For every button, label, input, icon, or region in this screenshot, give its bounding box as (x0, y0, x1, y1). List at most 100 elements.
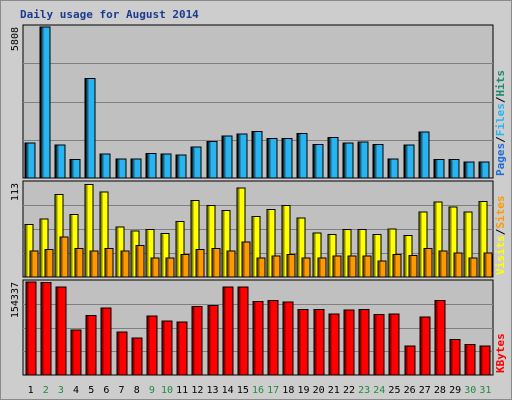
bar-sites-15 (241, 241, 251, 278)
bar-sites-10-shade (166, 258, 169, 277)
bar-sites-31 (483, 252, 493, 278)
x-tick-8: 8 (134, 385, 140, 396)
bar-files-11-shade (177, 155, 180, 178)
bar-kbytes-21 (328, 313, 340, 376)
legend-item-hits: Hits (494, 70, 507, 97)
bar-visits-31 (478, 200, 488, 278)
x-tick-23: 23 (358, 385, 370, 396)
bar-files-12 (191, 146, 202, 179)
bar-visits-27-shade (419, 212, 422, 277)
bar-visits-25-shade (388, 229, 391, 277)
bar-sites-14 (226, 250, 236, 278)
bar-visits-31-shade (479, 201, 482, 277)
legend-separator: / (494, 228, 507, 235)
x-tick-4: 4 (73, 385, 79, 396)
bar-sites-11-shade (181, 255, 184, 277)
bar-files-26 (404, 144, 415, 179)
bar-visits-2 (39, 218, 49, 278)
bar-sites-20-shade (318, 258, 321, 277)
bar-visits-9 (145, 229, 155, 278)
bar-kbytes-5-shade (86, 315, 89, 375)
bar-visits-14 (221, 209, 231, 278)
bar-sites-23-shade (363, 256, 366, 277)
bar-sites-31-shade (484, 253, 487, 277)
bar-visits-22 (342, 229, 352, 278)
bar-files-23-shade (359, 142, 362, 178)
bar-kbytes-3 (55, 286, 67, 376)
bar-visits-18 (281, 204, 291, 278)
bar-files-28-shade (435, 160, 438, 178)
bar-sites-14-shade (227, 251, 230, 277)
bar-kbytes-29-shade (450, 339, 453, 375)
bar-kbytes-27-shade (420, 317, 423, 375)
bar-files-21 (328, 137, 339, 179)
bar-kbytes-15 (237, 286, 249, 376)
chart-title: Daily usage for August 2014 (20, 8, 199, 21)
bar-kbytes-12-shade (192, 306, 195, 375)
bar-sites-3 (59, 236, 69, 278)
bar-sites-5-shade (90, 251, 93, 277)
bar-files-13 (207, 140, 218, 179)
bar-sites-5 (89, 250, 99, 278)
bar-files-9 (146, 152, 157, 179)
x-tick-12: 12 (191, 385, 203, 396)
bar-kbytes-12 (191, 305, 203, 376)
bar-visits-22-shade (343, 230, 346, 277)
max-label-visits-sites: 113 (10, 183, 21, 201)
bar-sites-9-shade (151, 258, 154, 277)
bar-visits-28-shade (434, 202, 437, 277)
bar-sites-26-shade (409, 255, 412, 277)
bar-sites-16 (256, 257, 266, 278)
bar-sites-8 (135, 244, 145, 278)
bar-kbytes-20-shade (314, 309, 317, 375)
bar-sites-30 (468, 257, 478, 278)
bar-sites-6-shade (105, 249, 108, 277)
bar-sites-4 (74, 248, 84, 278)
bar-kbytes-15-shade (238, 287, 241, 375)
bar-sites-17 (271, 255, 281, 278)
x-tick-5: 5 (88, 385, 94, 396)
bar-visits-18-shade (282, 205, 285, 277)
bar-kbytes-14 (222, 286, 234, 376)
x-tick-2: 2 (43, 385, 49, 396)
x-tick-18: 18 (282, 385, 294, 396)
bar-sites-29-shade (454, 253, 457, 277)
x-tick-13: 13 (206, 385, 218, 396)
bar-kbytes-13-shade (208, 305, 211, 375)
bar-files-10-shade (162, 154, 165, 178)
bar-kbytes-10 (161, 320, 173, 376)
bar-kbytes-22-shade (344, 310, 347, 375)
bar-sites-28-shade (439, 251, 442, 277)
bar-sites-21 (332, 255, 342, 278)
max-label-kbytes: 154337 (10, 282, 21, 318)
bar-files-5 (85, 77, 96, 179)
bar-files-14 (222, 135, 233, 179)
bar-files-26-shade (405, 145, 408, 178)
bar-files-2-shade (41, 27, 44, 178)
bar-visits-6-shade (100, 192, 103, 277)
bar-kbytes-18 (282, 301, 294, 376)
bar-visits-20 (312, 232, 322, 278)
legend-item-pages: Pages (494, 143, 507, 176)
bar-kbytes-23-shade (359, 309, 362, 375)
bar-files-9-shade (147, 153, 150, 178)
bar-visits-11-shade (176, 221, 179, 277)
bar-sites-18 (286, 254, 296, 278)
bar-visits-15-shade (237, 188, 240, 277)
bar-sites-6 (104, 248, 114, 278)
bar-files-6-shade (101, 154, 104, 178)
bar-kbytes-7-shade (117, 332, 120, 375)
x-tick-24: 24 (373, 385, 385, 396)
legend-item-sites: Sites (494, 196, 507, 229)
bar-kbytes-19-shade (298, 309, 301, 375)
bar-files-8 (131, 158, 142, 179)
bar-sites-12-shade (196, 250, 199, 277)
bar-visits-10-shade (161, 234, 164, 277)
bar-kbytes-31-shade (480, 346, 483, 375)
bar-kbytes-19 (297, 308, 309, 376)
legend-separator: / (494, 136, 507, 143)
bar-visits-26-shade (404, 235, 407, 277)
bar-visits-10 (160, 233, 170, 278)
bar-files-4 (70, 158, 81, 179)
bar-sites-15-shade (242, 242, 245, 277)
